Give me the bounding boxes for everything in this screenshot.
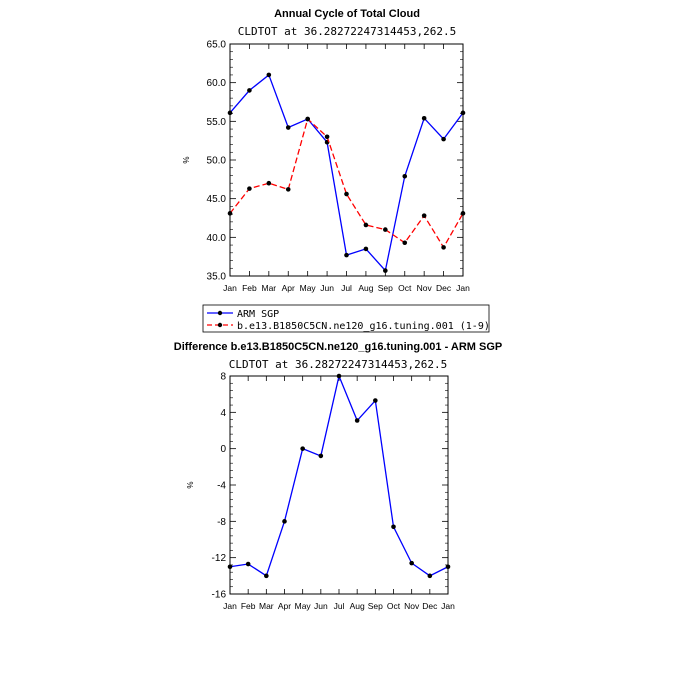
chart2-ytick-label: 8 [220, 372, 226, 383]
chart1-ytick-label: 55.0 [207, 117, 227, 128]
chart2-ytick-label: 0 [220, 444, 226, 455]
chart2-series-0-point [427, 573, 433, 579]
chart1-ytick-label: 60.0 [207, 78, 227, 89]
chart1-series-0-point [421, 115, 427, 121]
chart2-xtick-label: Mar [259, 601, 274, 611]
chart2-ytick-label: 4 [220, 408, 226, 419]
chart1-plot: Jan Feb Mar Apr May Jun Jul Aug Sep Oct Nov Dec Jan3… [207, 40, 471, 294]
chart1-series-0-point [441, 136, 446, 142]
chart1-series-0-point [266, 72, 272, 78]
chart2-series-0-point [391, 524, 396, 530]
legend-marker-arm [217, 310, 223, 316]
chart2-frame [229, 375, 449, 595]
chart2-xtick-label: Jan [441, 601, 455, 611]
chart2-xtick-label: Feb [241, 601, 256, 611]
chart1-xtick-label: Jan [223, 283, 237, 293]
chart1-xtick-label: Nov [417, 283, 433, 293]
chart1-series-0-point [227, 110, 233, 116]
chart1-series-1-point [421, 213, 427, 218]
chart1-series-1-point [441, 245, 446, 250]
chart2-series-0-point [300, 446, 305, 451]
chart1-xtick-label: Mar [262, 283, 277, 293]
chart2-series-0-point [245, 561, 251, 567]
chart2-xtick-label: Oct [387, 601, 401, 611]
chart1-xtick-label: Jul [341, 283, 352, 293]
chart2-ytick-label: -16 [212, 590, 227, 601]
chart2-ytick-label: -12 [212, 553, 227, 564]
chart2-series-0-point [282, 519, 287, 524]
chart1-xtick-label: Dec [436, 283, 452, 293]
chart2-xtick-label: Apr [278, 601, 291, 611]
legend-box [202, 304, 490, 333]
legend-label-model: b.e13.B1850C5CN.ne120_g16.tuning.001 (1-… [237, 321, 490, 332]
chart2-ytick-label: -4 [217, 481, 226, 492]
chart1-series-1-point [383, 227, 388, 232]
chart2-ytick-label: -8 [217, 517, 226, 528]
chart2-series-0-point [409, 560, 414, 566]
chart1-series-1-line [229, 117, 464, 249]
chart2-series-0-point [318, 453, 324, 459]
chart1-series-1-point [247, 186, 252, 191]
chart2-xtick-label: Jun [314, 601, 328, 611]
chart1-xtick-label: Jun [320, 283, 334, 293]
legend-label-arm: ARM SGP [237, 309, 279, 320]
chart1-ytick-label: 40.0 [207, 233, 227, 244]
chart1-series-1-point [266, 180, 272, 186]
chart1-series-0-point [460, 110, 466, 116]
chart1-series-0-point [383, 268, 388, 273]
chart1-series-0-point [402, 173, 408, 179]
chart2-title: Difference b.e13.B1850C5CN.ne120_g16.tun… [174, 341, 503, 353]
chart1-xtick-label: May [300, 283, 317, 293]
chart2-xtick-label: Aug [350, 601, 365, 611]
chart2-series-0-line [229, 373, 449, 577]
chart1-xtick-label: Aug [358, 283, 373, 293]
chart2-xtick-label: Jul [334, 601, 345, 611]
chart1-ytick-label: 50.0 [207, 156, 227, 167]
chart1-series-0-point [344, 252, 349, 258]
chart2-series-0-point [354, 418, 360, 423]
chart1-series-1-point [344, 191, 349, 197]
chart2-series-0-point [373, 398, 378, 403]
chart1-xtick-label: Jan [456, 283, 470, 293]
chart1-series-1-point [285, 187, 291, 192]
chart1-series-1-point [227, 211, 233, 216]
chart1-series-0-line [229, 73, 464, 272]
chart1-ytick-label: 45.0 [207, 194, 227, 205]
chart1-xtick-label: Oct [398, 283, 412, 293]
chart1-ytick-label: 65.0 [207, 40, 227, 51]
chart1-series-1-point [402, 240, 408, 246]
chart1-title: Annual Cycle of Total Cloud [274, 8, 420, 20]
chart2-ylabel: % [186, 481, 195, 488]
chart1-ytick-label: 35.0 [207, 272, 227, 283]
chart2-xtick-label: Jan [223, 601, 237, 611]
chart1-series-0-point [247, 88, 252, 93]
chart2-xtick-label: Sep [368, 601, 383, 611]
chart1-xtick-label: Sep [378, 283, 393, 293]
chart2-series-0-point [227, 564, 233, 570]
chart2-xtick-label: May [295, 601, 312, 611]
chart2-plot: Jan Feb Mar Apr May Jun Jul Aug Sep Oct Nov Dec Jan-… [212, 372, 456, 612]
chart1-ylabel: % [182, 156, 191, 163]
chart1-subtitle: CLDTOT at 36.28272247314453,262.5 [238, 25, 457, 38]
chart1-xtick-label: Feb [242, 283, 257, 293]
chart1-series-0-point [285, 125, 291, 130]
chart2-series-0-point [445, 564, 451, 570]
chart2-xtick-label: Dec [422, 601, 438, 611]
chart2-series-0-point [336, 373, 342, 379]
chart1-series-1-point [460, 211, 466, 216]
chart1-series-1-point [324, 134, 330, 140]
legend-marker-model [217, 322, 223, 328]
chart1-series-0-point [363, 246, 369, 252]
chart2-series-0-point [264, 573, 269, 579]
chart1-series-1-point [305, 116, 310, 122]
chart1-xtick-label: Apr [282, 283, 295, 293]
chart2-xtick-label: Nov [404, 601, 420, 611]
chart2-subtitle: CLDTOT at 36.28272247314453,262.5 [229, 358, 448, 371]
chart1-series-1-point [363, 222, 369, 228]
